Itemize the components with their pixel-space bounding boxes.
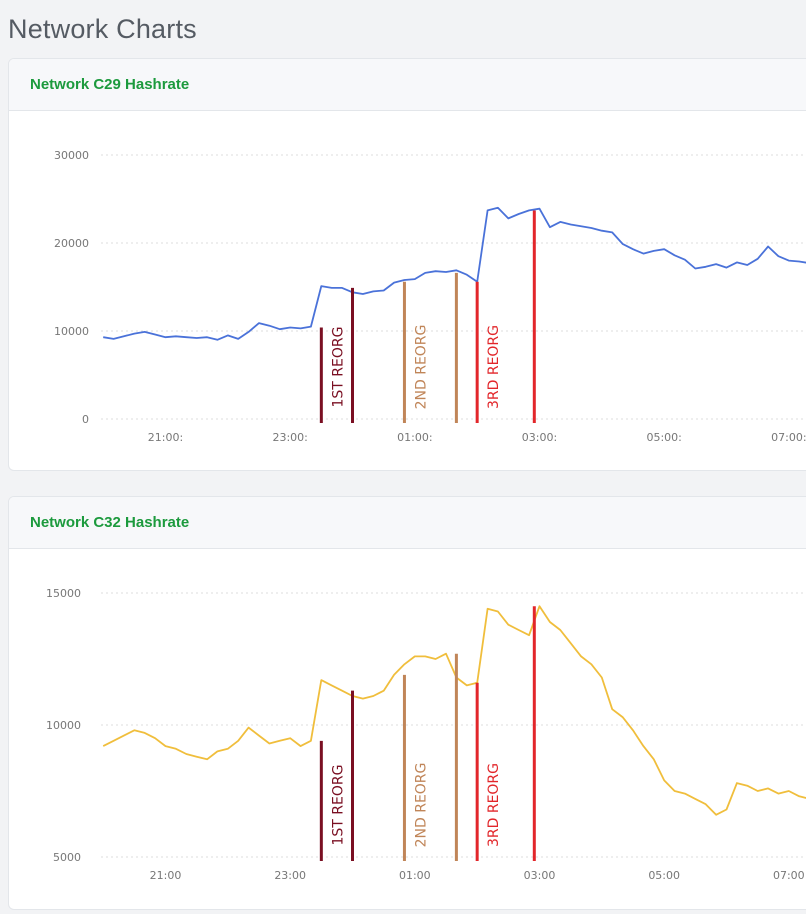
x-tick-label: 01:00: [397, 431, 432, 444]
c29-hashrate-card: Network C29 Hashrate 30000 20000 10000 0 21:… [8, 58, 806, 471]
x-tick-label: 03:00 [524, 869, 556, 882]
c29-card-header: Network C29 Hashrate [9, 59, 806, 111]
y-tick-label: 10000 [54, 325, 89, 338]
y-tick-label: 15000 [46, 587, 81, 600]
y-tick-label: 0 [82, 413, 89, 426]
x-tick-label: 05:00 [648, 869, 680, 882]
page-title: Network Charts [8, 14, 197, 44]
c32-card-header: Network C32 Hashrate [9, 497, 806, 549]
series-line [103, 206, 806, 341]
reorg-label: 2ND REORG [413, 325, 429, 410]
x-tick-label: 03:00: [522, 431, 557, 444]
reorg-label: 1ST REORG [330, 765, 346, 846]
y-tick-label: 5000 [53, 851, 81, 864]
x-tick-label: 05:00: [646, 431, 681, 444]
x-tick-label: 23:00 [274, 869, 306, 882]
x-tick-label: 07:00 [773, 869, 805, 882]
x-tick-label: 07:00: [771, 431, 806, 444]
x-tick-label: 21:00 [150, 869, 182, 882]
reorg-label: 1ST REORG [330, 327, 346, 408]
x-tick-label: 01:00 [399, 869, 431, 882]
x-tick-label: 21:00: [148, 431, 183, 444]
reorg-label: 3RD REORG [486, 763, 502, 847]
c32-hashrate-card: Network C32 Hashrate 15000 10000 5000 21:00… [8, 496, 806, 910]
reorg-label: 3RD REORG [486, 325, 502, 409]
x-tick-label: 23:00: [272, 431, 307, 444]
y-tick-label: 10000 [46, 719, 81, 732]
y-tick-label: 30000 [54, 149, 89, 162]
reorg-label: 2ND REORG [413, 763, 429, 848]
y-tick-label: 20000 [54, 237, 89, 250]
series-line [102, 605, 806, 816]
c32-hashrate-chart: 15000 10000 5000 21:00 23:00 01:00 03:00 05:00 0… [46, 587, 806, 882]
c29-hashrate-chart: 30000 20000 10000 0 21:00: 23:00: 01:00: 03:00:… [54, 149, 806, 444]
